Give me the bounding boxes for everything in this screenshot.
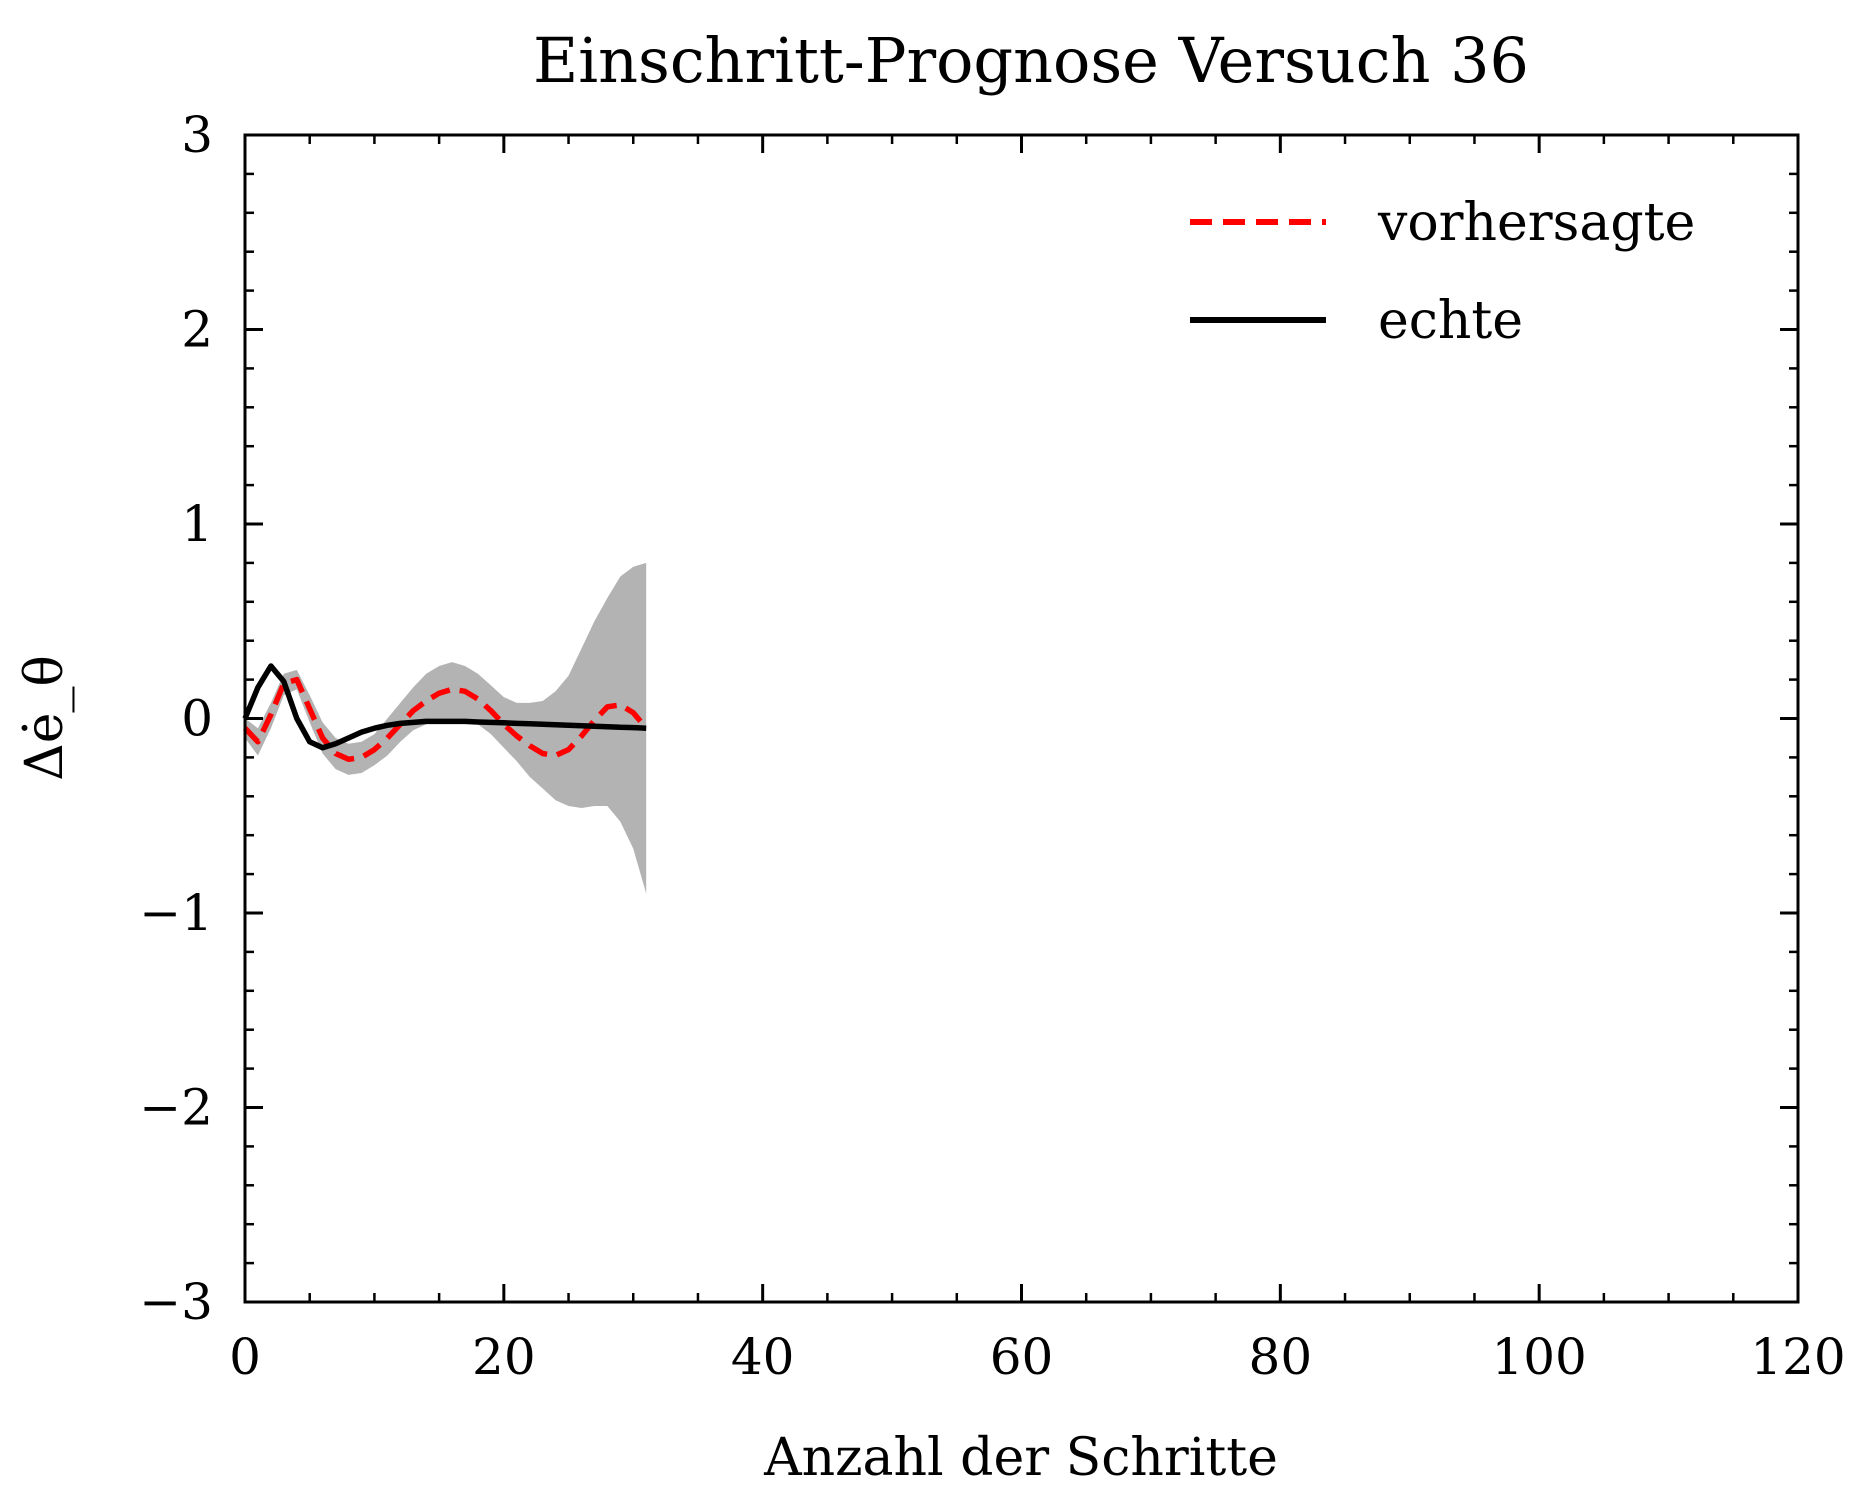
y-tick-label: −2 <box>139 1079 213 1137</box>
x-tick-label: 20 <box>472 1328 536 1386</box>
x-tick-label: 0 <box>229 1328 261 1386</box>
x-tick-label: 40 <box>731 1328 795 1386</box>
y-axis-label: Δė_θ <box>15 655 75 781</box>
y-tick-label: 3 <box>181 106 213 164</box>
legend: vorhersagte echte <box>1190 193 1695 351</box>
x-ticks: 0 20 40 60 80 100 120 <box>229 135 1846 1386</box>
chart-title: Einschritt-Prognose Versuch 36 <box>533 24 1529 97</box>
x-tick-label: 80 <box>1249 1328 1313 1386</box>
y-tick-label: −3 <box>139 1273 213 1331</box>
legend-label-predicted: vorhersagte <box>1377 193 1695 253</box>
x-tick-label: 60 <box>990 1328 1054 1386</box>
y-tick-label: −1 <box>139 884 213 942</box>
x-axis-label: Anzahl der Schritte <box>763 1428 1278 1488</box>
legend-label-actual: echte <box>1378 291 1523 351</box>
uncertainty-band <box>245 562 647 894</box>
x-tick-label: 100 <box>1491 1328 1586 1386</box>
series-layer <box>242 663 649 763</box>
y-ticks: −3 −2 −1 0 1 2 3 <box>139 106 1798 1331</box>
y-tick-label: 1 <box>181 495 213 553</box>
series-line-actual <box>242 663 647 751</box>
series-line-predicted <box>243 676 649 763</box>
y-tick-label: 2 <box>181 301 213 359</box>
y-tick-label: 0 <box>181 690 213 748</box>
uncertainty-band-layer <box>245 562 647 894</box>
x-tick-label: 120 <box>1750 1328 1845 1386</box>
